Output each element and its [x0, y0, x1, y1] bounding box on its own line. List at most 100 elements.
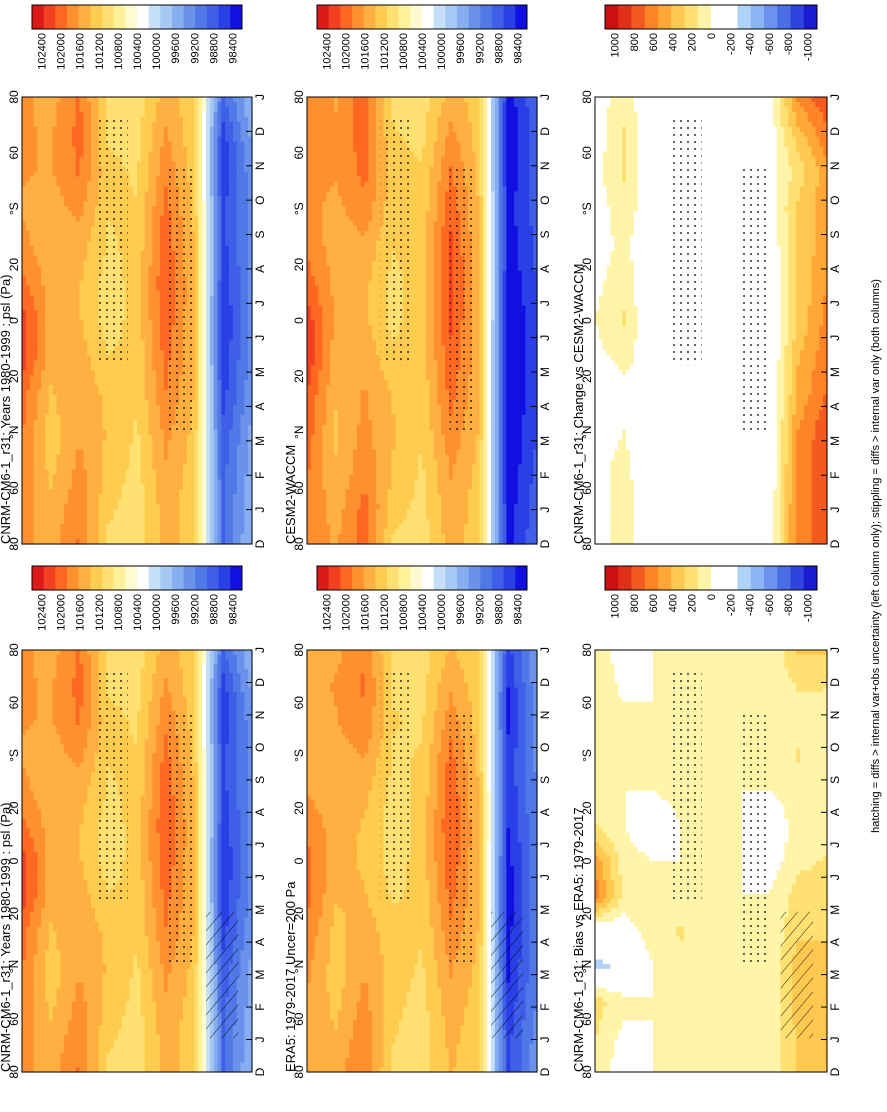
heatmap-cell [87, 936, 92, 942]
heatmap-cell [152, 814, 157, 820]
heatmap-cell [148, 762, 153, 768]
heatmap-cell [137, 982, 142, 989]
heatmap-cell [129, 809, 134, 815]
heatmap-cell [190, 785, 196, 792]
heatmap-cell [87, 1039, 92, 1045]
heatmap-cell [64, 1006, 69, 1012]
heatmap-cell [133, 832, 138, 839]
heatmap-cell [121, 1034, 127, 1040]
heatmap-cell [71, 804, 77, 811]
heatmap-cell [152, 940, 157, 946]
heatmap-cell [240, 664, 245, 670]
heatmap-cell [236, 837, 242, 843]
heatmap-cell [48, 1029, 54, 1036]
heatmap-cell [152, 795, 157, 801]
heatmap-cell [244, 767, 249, 773]
heatmap-cell [129, 687, 134, 693]
heatmap-cell [137, 1029, 142, 1036]
heatmap-cell [37, 762, 42, 768]
heatmap-cell [148, 748, 153, 754]
heatmap-cell [75, 739, 81, 745]
heatmap-cell [148, 973, 153, 979]
heatmap-cell [71, 701, 77, 707]
heatmap-cell [25, 856, 31, 862]
heatmap-cell [87, 673, 92, 679]
heatmap-cell [236, 832, 242, 839]
heatmap-cell [79, 898, 84, 904]
heatmap-cell [64, 654, 69, 660]
heatmap-cell [194, 818, 199, 825]
heatmap-cell [244, 861, 249, 867]
heatmap-cell [64, 917, 69, 923]
heatmap-cell [91, 678, 96, 684]
heatmap-cell [156, 870, 161, 876]
heatmap-cell [48, 1015, 54, 1022]
heatmap-cell [194, 725, 199, 731]
heatmap-cell [117, 954, 123, 961]
heatmap-cell [106, 1006, 111, 1012]
heatmap-cell [125, 978, 130, 984]
heatmap-cell [75, 800, 81, 806]
heatmap-cell [68, 706, 73, 712]
heatmap-cell [52, 753, 58, 759]
heatmap-cell [217, 668, 222, 675]
heatmap-cell [41, 973, 46, 979]
heatmap-cell [48, 706, 54, 712]
heatmap-cell [64, 992, 69, 998]
heatmap-cell [25, 823, 31, 829]
heatmap-cell [133, 978, 138, 984]
heatmap-cell [217, 846, 222, 853]
heatmap-cell [79, 973, 84, 979]
heatmap-cell [198, 1001, 203, 1007]
heatmap-cell [148, 945, 153, 951]
heatmap-cell [137, 804, 142, 811]
heatmap-cell [144, 832, 150, 839]
heatmap-cell [37, 842, 42, 848]
heatmap-cell [56, 856, 61, 862]
heatmap-cell [45, 762, 50, 768]
heatmap-cell [41, 710, 46, 717]
heatmap-cell [102, 982, 107, 989]
heatmap-cell [37, 706, 42, 712]
heatmap-cell [217, 795, 222, 801]
heatmap-cell [194, 837, 199, 843]
heatmap-cell [106, 978, 111, 984]
heatmap-cell [37, 743, 42, 750]
heatmap-cell [91, 650, 96, 656]
heatmap-cell [60, 921, 65, 928]
heatmap-cell [121, 1020, 127, 1026]
heatmap-cell [60, 1039, 65, 1045]
heatmap-cell [87, 720, 92, 726]
heatmap-cell [71, 837, 77, 843]
heatmap-cell [68, 725, 73, 731]
heatmap-cell [248, 804, 253, 811]
heatmap-cell [106, 987, 111, 993]
heatmap-cell [160, 739, 165, 745]
heatmap-cell [52, 673, 58, 679]
heatmap-cell [45, 814, 50, 820]
heatmap-cell [37, 996, 42, 1003]
heatmap-cell [236, 987, 242, 993]
heatmap-cell [41, 907, 46, 914]
heatmap-cell [64, 865, 69, 871]
heatmap-cell [213, 907, 219, 914]
heatmap-cell [33, 739, 38, 745]
heatmap-cell [144, 734, 150, 740]
heatmap-cell [91, 865, 96, 871]
heatmap-cell [106, 664, 111, 670]
heatmap-cell [48, 729, 54, 735]
heatmap-cell [48, 715, 54, 721]
heatmap-cell [94, 968, 100, 975]
heatmap-cell [144, 725, 150, 731]
heatmap-cell [236, 715, 242, 721]
heatmap-cell [152, 781, 157, 787]
heatmap-cell [41, 1034, 46, 1040]
heatmap-cell [48, 940, 54, 946]
heatmap-cell [33, 950, 38, 956]
heatmap-cell [60, 893, 65, 900]
heatmap-cell [114, 650, 119, 656]
heatmap-cell [48, 809, 54, 815]
heatmap-cell [33, 903, 38, 909]
heatmap-cell [64, 875, 69, 881]
heatmap-cell [37, 767, 42, 773]
